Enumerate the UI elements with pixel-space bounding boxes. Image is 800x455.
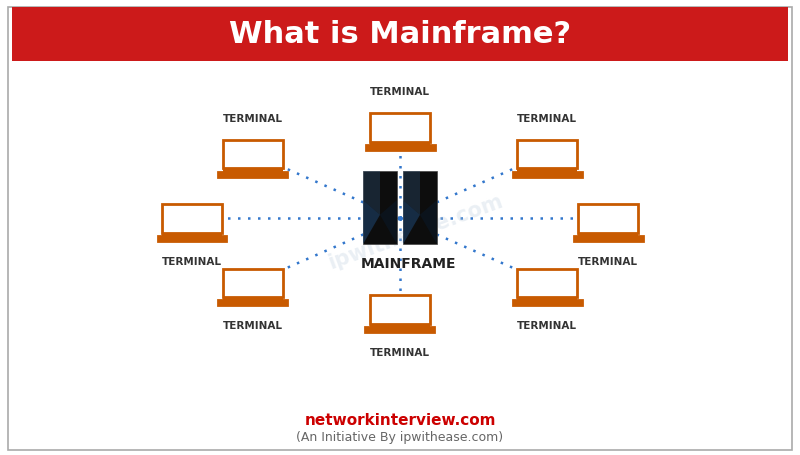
Text: What is Mainframe?: What is Mainframe? (229, 20, 571, 49)
FancyBboxPatch shape (513, 300, 582, 305)
Polygon shape (403, 171, 420, 215)
FancyBboxPatch shape (370, 324, 430, 327)
FancyBboxPatch shape (223, 140, 283, 168)
FancyBboxPatch shape (12, 7, 788, 61)
Text: TERMINAL: TERMINAL (517, 114, 577, 124)
FancyBboxPatch shape (162, 204, 222, 233)
FancyBboxPatch shape (366, 145, 434, 150)
FancyBboxPatch shape (370, 295, 430, 324)
FancyBboxPatch shape (223, 268, 283, 297)
FancyBboxPatch shape (517, 168, 577, 172)
Text: TERMINAL: TERMINAL (370, 87, 430, 97)
Text: TERMINAL: TERMINAL (223, 114, 283, 124)
FancyBboxPatch shape (366, 327, 434, 332)
FancyBboxPatch shape (218, 172, 287, 177)
Text: networkinterview.com: networkinterview.com (304, 414, 496, 428)
Polygon shape (363, 171, 380, 215)
FancyBboxPatch shape (223, 297, 283, 300)
FancyBboxPatch shape (517, 140, 577, 168)
FancyBboxPatch shape (223, 168, 283, 172)
Polygon shape (420, 200, 437, 244)
FancyBboxPatch shape (363, 171, 397, 244)
Text: MAINFRAME: MAINFRAME (360, 257, 456, 271)
FancyBboxPatch shape (403, 171, 437, 244)
FancyBboxPatch shape (370, 113, 430, 142)
Text: TERMINAL: TERMINAL (517, 321, 577, 331)
FancyBboxPatch shape (162, 233, 222, 236)
Text: TERMINAL: TERMINAL (223, 321, 283, 331)
Polygon shape (403, 200, 420, 244)
FancyBboxPatch shape (578, 233, 638, 236)
Text: (An Initiative By ipwithease.com): (An Initiative By ipwithease.com) (297, 431, 503, 444)
FancyBboxPatch shape (158, 236, 226, 241)
FancyBboxPatch shape (574, 236, 642, 241)
Text: TERMINAL: TERMINAL (370, 348, 430, 358)
FancyBboxPatch shape (218, 300, 287, 305)
Text: ipwithease.com: ipwithease.com (326, 191, 506, 273)
FancyBboxPatch shape (578, 204, 638, 233)
Polygon shape (363, 200, 380, 244)
Text: TERMINAL: TERMINAL (162, 257, 222, 267)
Text: TERMINAL: TERMINAL (578, 257, 638, 267)
FancyBboxPatch shape (517, 268, 577, 297)
FancyBboxPatch shape (370, 142, 430, 145)
FancyBboxPatch shape (517, 297, 577, 300)
FancyBboxPatch shape (513, 172, 582, 177)
Polygon shape (380, 200, 397, 244)
